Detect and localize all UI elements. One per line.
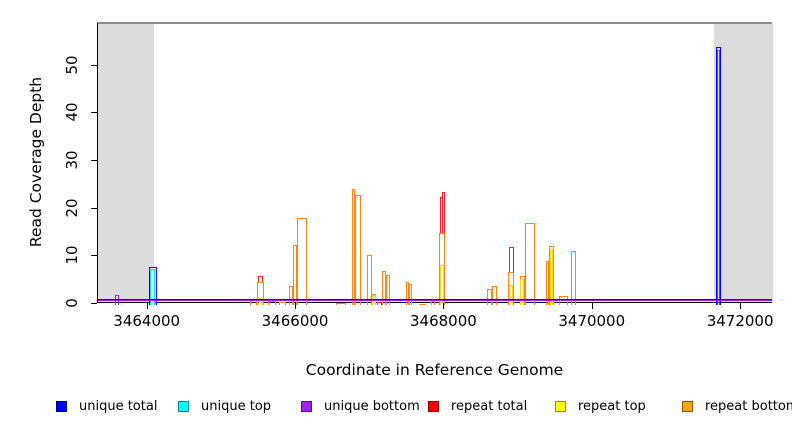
y-axis-tick xyxy=(91,64,97,66)
coverage-segment-repeat-bottom xyxy=(570,251,576,305)
coverage-segment-repeat-bottom xyxy=(549,245,555,305)
y-axis-title: Read Coverage Depth xyxy=(27,76,45,248)
x-axis-tick xyxy=(146,303,148,309)
legend-item-unique-total: unique total xyxy=(56,399,157,414)
x-axis-tick-label: 3466000 xyxy=(261,312,329,330)
coverage-segment-repeat-bottom xyxy=(525,223,536,305)
legend-label: repeat bottom xyxy=(705,399,792,414)
coverage-segment-repeat-bottom xyxy=(336,302,346,305)
coverage-segment-repeat-bottom xyxy=(297,217,307,305)
masked-region xyxy=(714,24,773,302)
x-axis-tick xyxy=(295,303,297,309)
coverage-segment-repeat-bottom xyxy=(385,275,391,305)
legend-swatch-unique-bottom xyxy=(301,401,312,412)
coverage-segment-repeat-total xyxy=(508,246,514,272)
legend-item-repeat-total: repeat total xyxy=(428,399,527,414)
coverage-segment-repeat-top xyxy=(440,264,445,305)
coverage-segment-repeat-bottom xyxy=(289,285,294,305)
coverage-segment-repeat-bottom xyxy=(519,275,525,305)
x-axis-tick-label: 3472000 xyxy=(706,312,774,330)
legend-label: repeat top xyxy=(578,399,646,414)
coverage-segment-repeat-bottom xyxy=(439,232,446,305)
coverage-segment-repeat-bottom xyxy=(355,195,361,305)
x-axis-tick xyxy=(443,303,445,309)
coverage-segment-repeat-bottom xyxy=(382,271,386,305)
zero-baseline-unique-bottom xyxy=(98,300,772,301)
coverage-segment-repeat-bottom xyxy=(430,301,435,305)
y-axis-tick-label: 40 xyxy=(63,102,81,123)
coverage-segment-repeat-top xyxy=(508,284,514,305)
coverage-segment-repeat-bottom xyxy=(278,301,287,305)
coverage-segment-repeat-bottom xyxy=(492,286,498,305)
y-axis-tick xyxy=(91,112,97,114)
x-axis-tick-label: 3464000 xyxy=(113,312,181,330)
coverage-segment-repeat-total xyxy=(258,275,263,283)
y-axis-tick-label: 10 xyxy=(63,245,81,265)
legend-swatch-unique-top xyxy=(178,401,189,412)
legend-label: unique total xyxy=(79,399,158,414)
coverage-segment-unique-top xyxy=(149,268,156,305)
masked-region xyxy=(98,24,154,302)
coverage-segment-repeat-bottom xyxy=(487,289,493,305)
y-axis-tick xyxy=(91,160,97,162)
legend-swatch-repeat-top xyxy=(555,401,566,412)
coverage-segment-repeat-top xyxy=(549,248,554,305)
coverage-segment-repeat-bottom xyxy=(508,271,515,305)
y-axis-tick-label: 30 xyxy=(63,150,81,170)
legend-label: repeat total xyxy=(451,399,528,414)
x-axis-title: Coordinate in Reference Genome xyxy=(305,361,564,379)
x-axis-tick xyxy=(591,303,593,309)
coverage-segment-repeat-total xyxy=(377,301,382,305)
coverage-segment-repeat-bottom xyxy=(293,244,298,305)
coverage-segment-repeat-bottom xyxy=(351,188,355,305)
legend-swatch-repeat-total xyxy=(428,401,439,412)
legend-label: unique bottom xyxy=(324,399,420,414)
coverage-segment-repeat-bottom xyxy=(405,281,410,305)
y-axis-tick xyxy=(91,207,97,209)
coverage-segment-repeat-bottom xyxy=(409,284,413,305)
coverage-segment-unique-total xyxy=(148,266,157,305)
y-axis-tick-label: 50 xyxy=(63,55,81,75)
x-axis-tick-label: 3470000 xyxy=(558,312,626,330)
coverage-segment-repeat-top xyxy=(258,298,263,305)
y-axis-tick-label: 20 xyxy=(63,198,81,218)
legend-item-repeat-bottom: repeat bottom xyxy=(682,399,792,414)
plot-area xyxy=(97,22,773,306)
coverage-segment-repeat-total xyxy=(442,192,446,233)
y-axis-tick xyxy=(91,303,97,304)
legend-label: unique top xyxy=(201,399,272,414)
coverage-segment-repeat-bottom xyxy=(419,303,426,306)
zero-baseline-unique-total xyxy=(98,299,772,300)
x-axis-tick-label: 3468000 xyxy=(409,312,477,330)
y-axis-tick-label: 0 xyxy=(63,298,81,308)
coverage-segment-repeat-bottom xyxy=(545,261,550,305)
coverage-segment-repeat-top xyxy=(520,278,525,305)
y-axis-tick xyxy=(91,255,97,257)
x-axis-tick xyxy=(740,303,742,309)
legend-item-unique-bottom: unique bottom xyxy=(301,399,420,414)
legend-swatch-repeat-bottom xyxy=(682,401,693,412)
legend-swatch-unique-total xyxy=(56,401,67,412)
legend-item-unique-top: unique top xyxy=(178,399,271,414)
coverage-segment-repeat-bottom xyxy=(367,254,373,305)
coverage-segment-repeat-bottom xyxy=(257,282,264,305)
coverage-segment-unique-total xyxy=(716,46,721,305)
coverage-segment-repeat-bottom xyxy=(268,300,276,305)
coverage-segment-unique-bottom xyxy=(717,50,721,305)
legend-item-repeat-top: repeat top xyxy=(555,399,646,414)
